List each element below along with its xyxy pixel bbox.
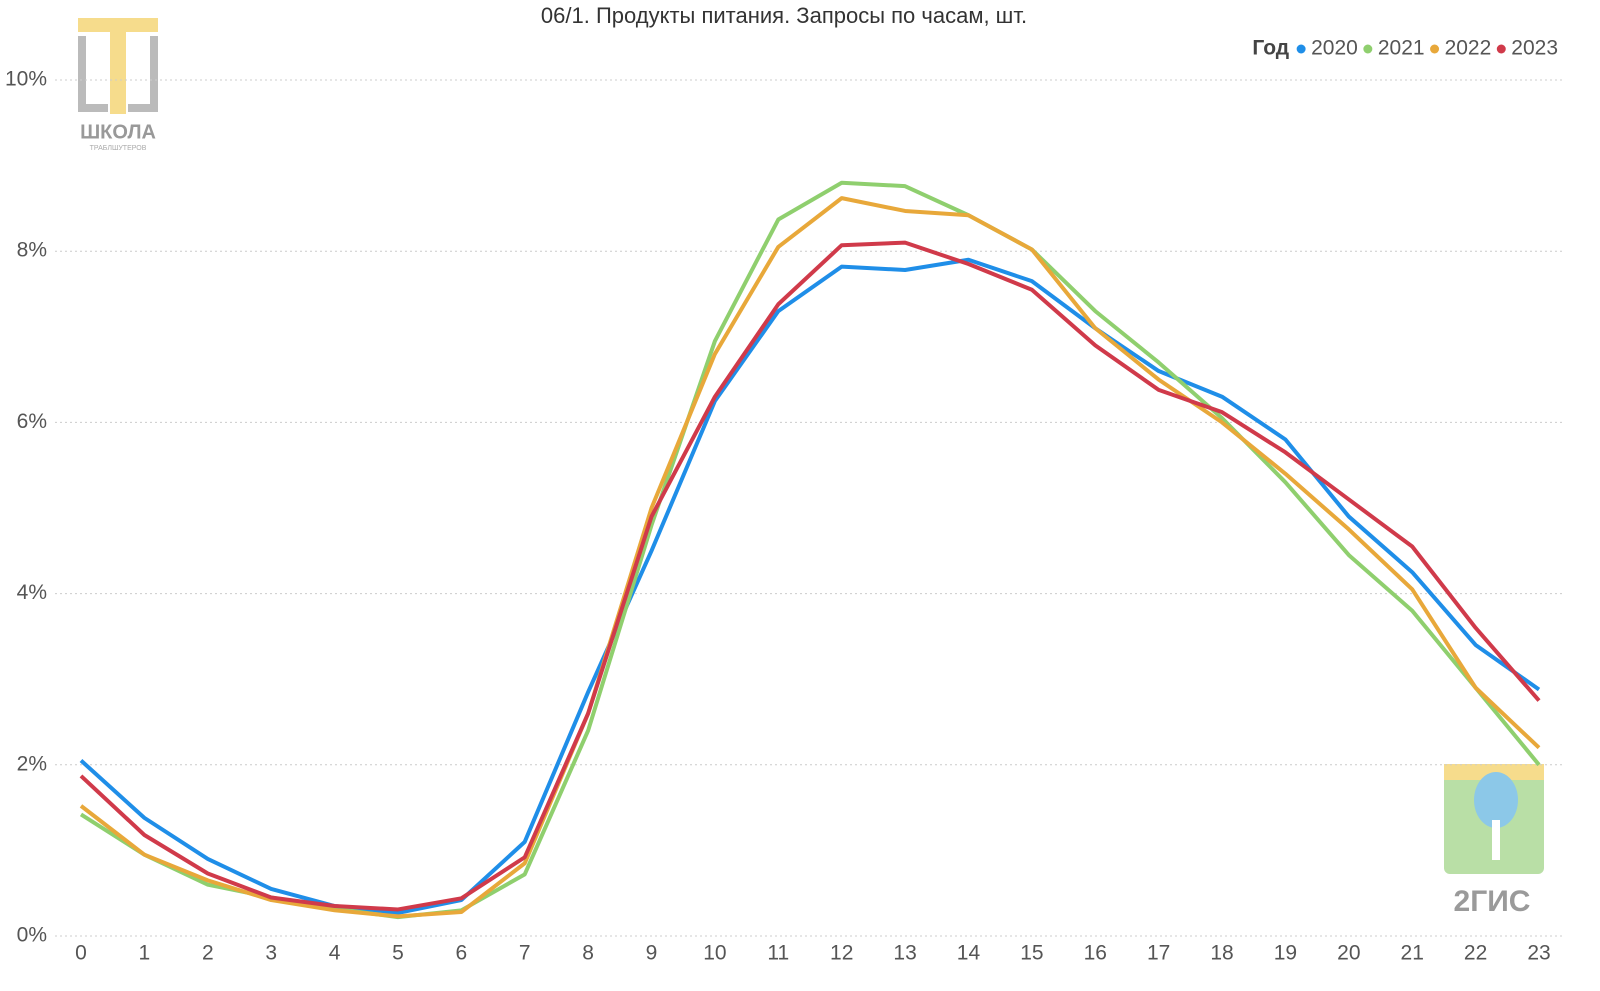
x-tick-label: 13 [893,942,916,965]
y-tick-label: 8% [17,239,47,262]
x-tick-label: 15 [1020,942,1043,965]
legend-marker [1430,44,1440,54]
x-tick-label: 4 [329,942,341,965]
legend-title: Год [1252,37,1289,60]
x-tick-label: 19 [1274,942,1297,965]
x-tick-label: 3 [265,942,277,965]
x-tick-label: 21 [1401,942,1424,965]
x-tick-label: 14 [957,942,981,965]
x-tick-label: 2 [202,942,214,965]
x-tick-label: 9 [646,942,658,965]
x-tick-label: 6 [456,942,468,965]
school-logo: ШКОЛА ТРАБЛШУТЕРОВ [78,18,158,152]
series-line [79,240,1541,912]
legend-label: 2023 [1511,37,1558,60]
x-tick-label: 0 [75,942,87,965]
x-tick-label: 17 [1147,942,1170,965]
x-tick-label: 20 [1337,942,1360,965]
legend-marker [1296,44,1306,54]
legend-label: 2021 [1378,37,1425,60]
brand-text: 2ГИС [1454,885,1531,918]
x-tick-label: 10 [703,942,726,965]
legend-label: 2020 [1311,37,1358,60]
x-tick-label: 7 [519,942,531,965]
x-tick-label: 5 [392,942,404,965]
x-tick-label: 12 [830,942,853,965]
series-line [79,196,1541,919]
y-tick-label: 6% [17,410,47,433]
x-tick-label: 16 [1084,942,1107,965]
x-tick-label: 8 [582,942,594,965]
legend-marker [1363,44,1373,54]
x-tick-label: 18 [1210,942,1233,965]
brand-logo: 2ГИС [1444,764,1544,918]
x-tick-label: 22 [1464,942,1487,965]
y-tick-label: 4% [17,581,47,604]
logo-subtext: ТРАБЛШУТЕРОВ [90,145,147,152]
y-tick-label: 2% [17,752,47,775]
x-tick-label: 1 [139,942,151,965]
x-tick-label: 23 [1527,942,1550,965]
chart-title: 06/1. Продукты питания. Запросы по часам… [541,3,1027,28]
logo-text: ШКОЛА [80,121,156,143]
legend-marker [1496,44,1506,54]
series-line [79,257,1541,915]
series-line [79,180,1541,920]
y-tick-label: 10% [5,68,47,91]
y-tick-label: 0% [17,924,47,947]
x-tick-label: 11 [767,942,789,965]
legend-label: 2022 [1445,37,1492,60]
